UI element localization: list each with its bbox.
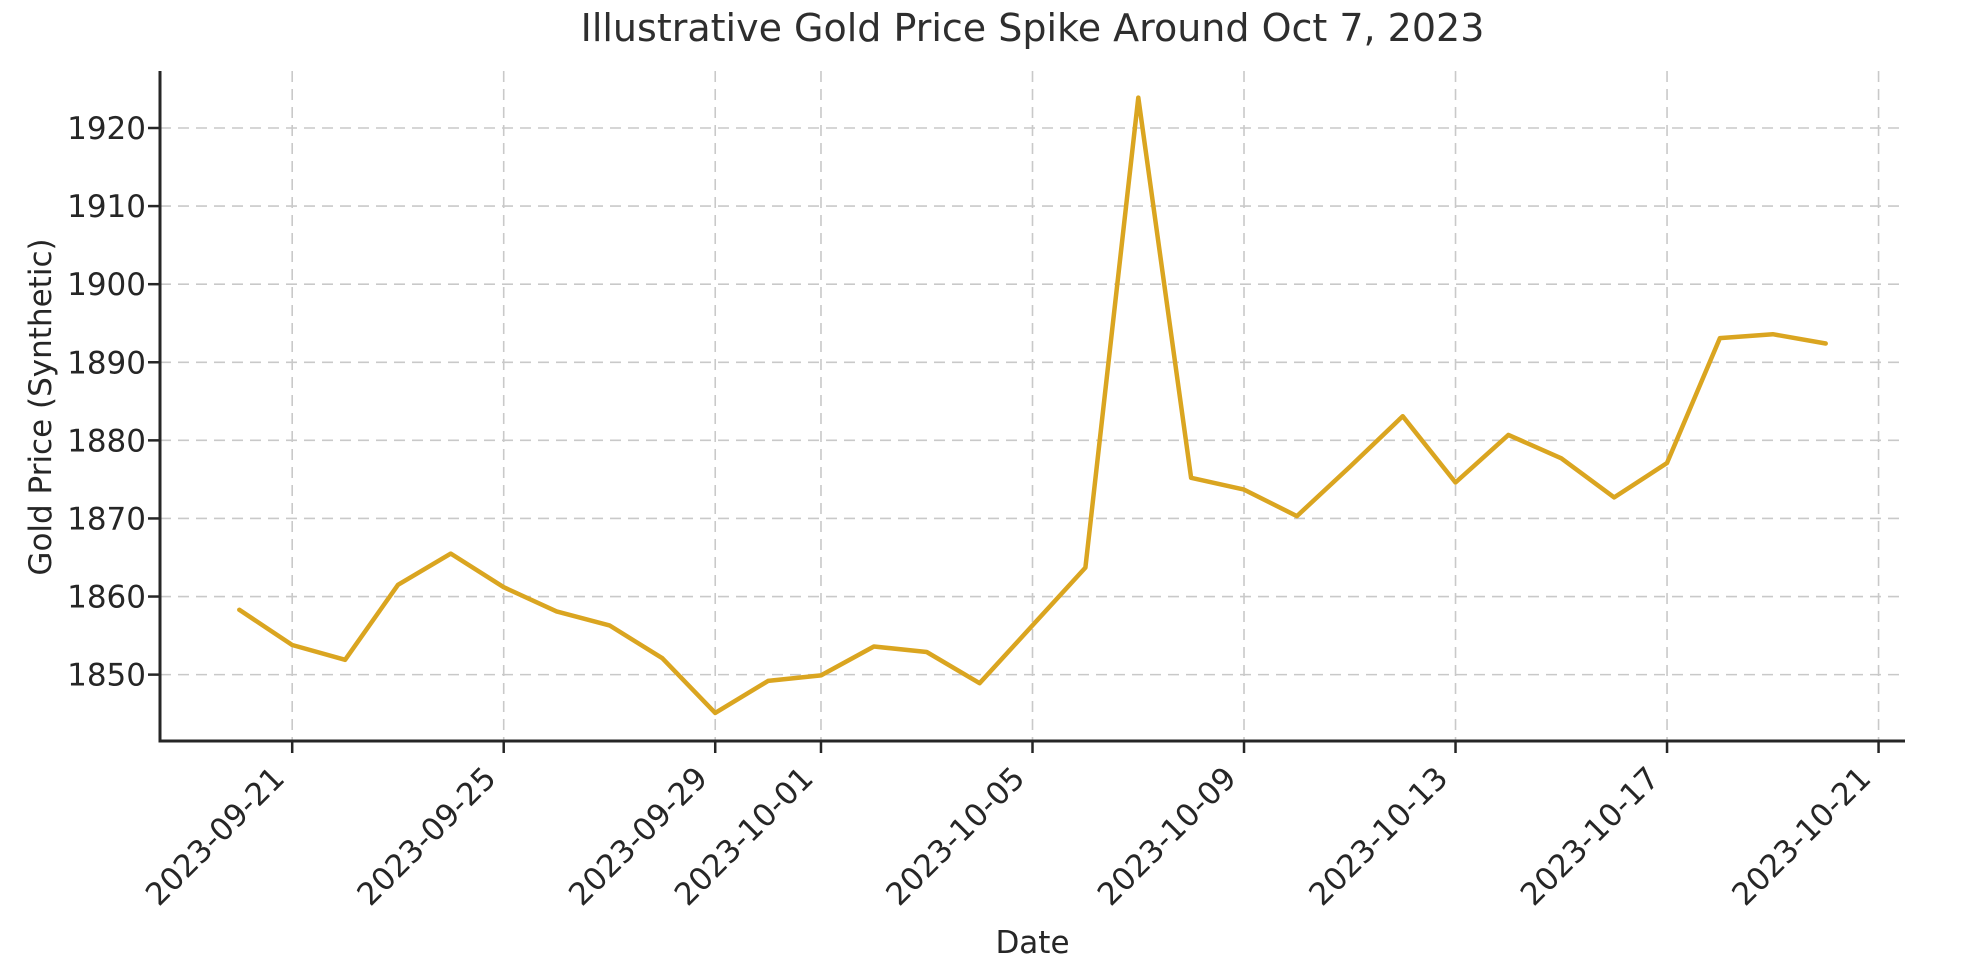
x-tick-label: 2023-10-21 (1725, 760, 1878, 913)
chart-title: Illustrative Gold Price Spike Around Oct… (580, 6, 1485, 50)
y-axis-label: Gold Price (Synthetic) (23, 238, 59, 576)
x-tick-label: 2023-09-25 (351, 760, 504, 913)
x-tick-label: 2023-09-21 (139, 760, 292, 913)
x-tick-label: 2023-10-13 (1302, 760, 1455, 913)
y-tick-label: 1910 (67, 189, 146, 225)
y-tick-label: 1860 (67, 580, 146, 616)
price-line (237, 95, 1828, 716)
x-tick-label: 2023-10-05 (879, 760, 1032, 913)
x-tick-label: 2023-10-09 (1091, 760, 1244, 913)
y-tick-label: 1880 (67, 423, 146, 459)
y-tick-label: 1870 (67, 501, 146, 537)
y-tick-label: 1890 (67, 345, 146, 381)
x-tick-label: 2023-10-17 (1514, 760, 1667, 913)
x-axis-label: Date (995, 925, 1070, 961)
y-tick-label: 1900 (67, 267, 146, 303)
y-tick-label: 1920 (67, 111, 146, 147)
y-tick-label: 1850 (67, 658, 146, 694)
